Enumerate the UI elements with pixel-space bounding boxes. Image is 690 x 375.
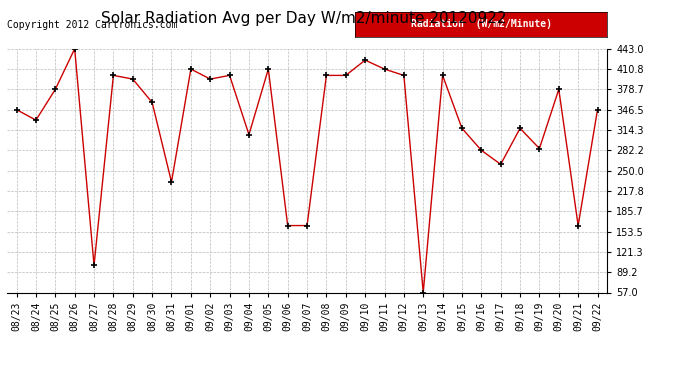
Text: Solar Radiation Avg per Day W/m2/minute 20120922: Solar Radiation Avg per Day W/m2/minute …: [101, 11, 506, 26]
Text: Copyright 2012 Cartronics.com: Copyright 2012 Cartronics.com: [7, 20, 177, 30]
